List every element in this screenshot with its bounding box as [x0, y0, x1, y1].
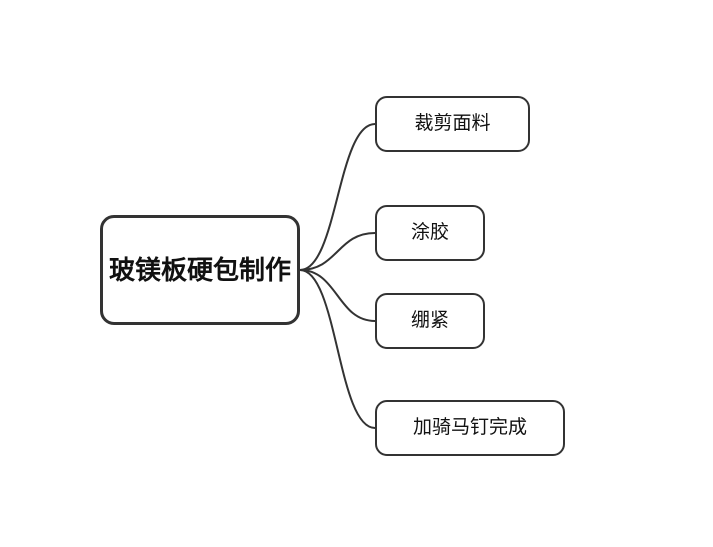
child-node-3-label: 绷紧	[411, 309, 449, 333]
child-node-4-label: 加骑马钉完成	[413, 416, 527, 440]
root-node-label: 玻镁板硬包制作	[109, 254, 291, 287]
child-node-4: 加骑马钉完成	[375, 400, 565, 456]
child-node-2-label: 涂胶	[411, 221, 449, 245]
child-node-3: 绷紧	[375, 293, 485, 349]
edge-c1	[300, 124, 375, 270]
root-node: 玻镁板硬包制作	[100, 215, 300, 325]
child-node-1-label: 裁剪面料	[414, 112, 490, 136]
edge-c4	[300, 270, 375, 428]
child-node-1: 裁剪面料	[375, 96, 530, 152]
child-node-2: 涂胶	[375, 205, 485, 261]
edge-c2	[300, 233, 375, 270]
mindmap-canvas: 玻镁板硬包制作 裁剪面料 涂胶 绷紧 加骑马钉完成	[0, 0, 713, 547]
edge-c3	[300, 270, 375, 321]
